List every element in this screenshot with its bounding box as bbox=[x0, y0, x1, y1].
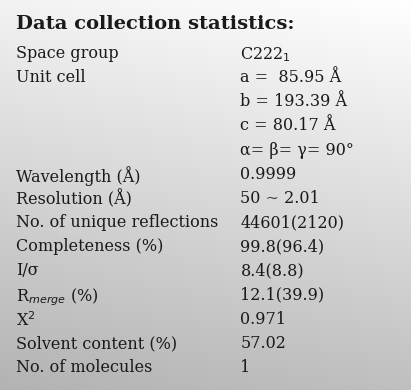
Text: Space group: Space group bbox=[16, 45, 119, 62]
Text: 44601(2120): 44601(2120) bbox=[240, 214, 344, 231]
Text: c = 80.17 Å: c = 80.17 Å bbox=[240, 117, 336, 135]
Text: 99.8(96.4): 99.8(96.4) bbox=[240, 238, 325, 255]
Text: 57.02: 57.02 bbox=[240, 335, 286, 352]
Text: Unit cell: Unit cell bbox=[16, 69, 86, 86]
Text: Solvent content (%): Solvent content (%) bbox=[16, 335, 178, 352]
Text: α= β= γ= 90°: α= β= γ= 90° bbox=[240, 142, 354, 159]
Text: No. of molecules: No. of molecules bbox=[16, 359, 153, 376]
Text: 0.971: 0.971 bbox=[240, 311, 286, 328]
Text: 1: 1 bbox=[240, 359, 251, 376]
Text: Data collection statistics:: Data collection statistics: bbox=[16, 15, 295, 33]
Text: Completeness (%): Completeness (%) bbox=[16, 238, 164, 255]
Text: Wavelength (Å): Wavelength (Å) bbox=[16, 166, 141, 186]
Text: R$_{merge}$ (%): R$_{merge}$ (%) bbox=[16, 287, 99, 308]
Text: No. of unique reflections: No. of unique reflections bbox=[16, 214, 219, 231]
Text: 8.4(8.8): 8.4(8.8) bbox=[240, 262, 304, 280]
Text: I/σ: I/σ bbox=[16, 262, 39, 280]
Text: X$^2$: X$^2$ bbox=[16, 311, 36, 330]
Text: 50 ~ 2.01: 50 ~ 2.01 bbox=[240, 190, 320, 207]
Text: C222$_1$: C222$_1$ bbox=[240, 45, 291, 64]
Text: Resolution (Å): Resolution (Å) bbox=[16, 190, 132, 209]
Text: 0.9999: 0.9999 bbox=[240, 166, 297, 183]
Text: b = 193.39 Å: b = 193.39 Å bbox=[240, 93, 347, 110]
Text: 12.1(39.9): 12.1(39.9) bbox=[240, 287, 325, 304]
Text: a =  85.95 Å: a = 85.95 Å bbox=[240, 69, 342, 86]
